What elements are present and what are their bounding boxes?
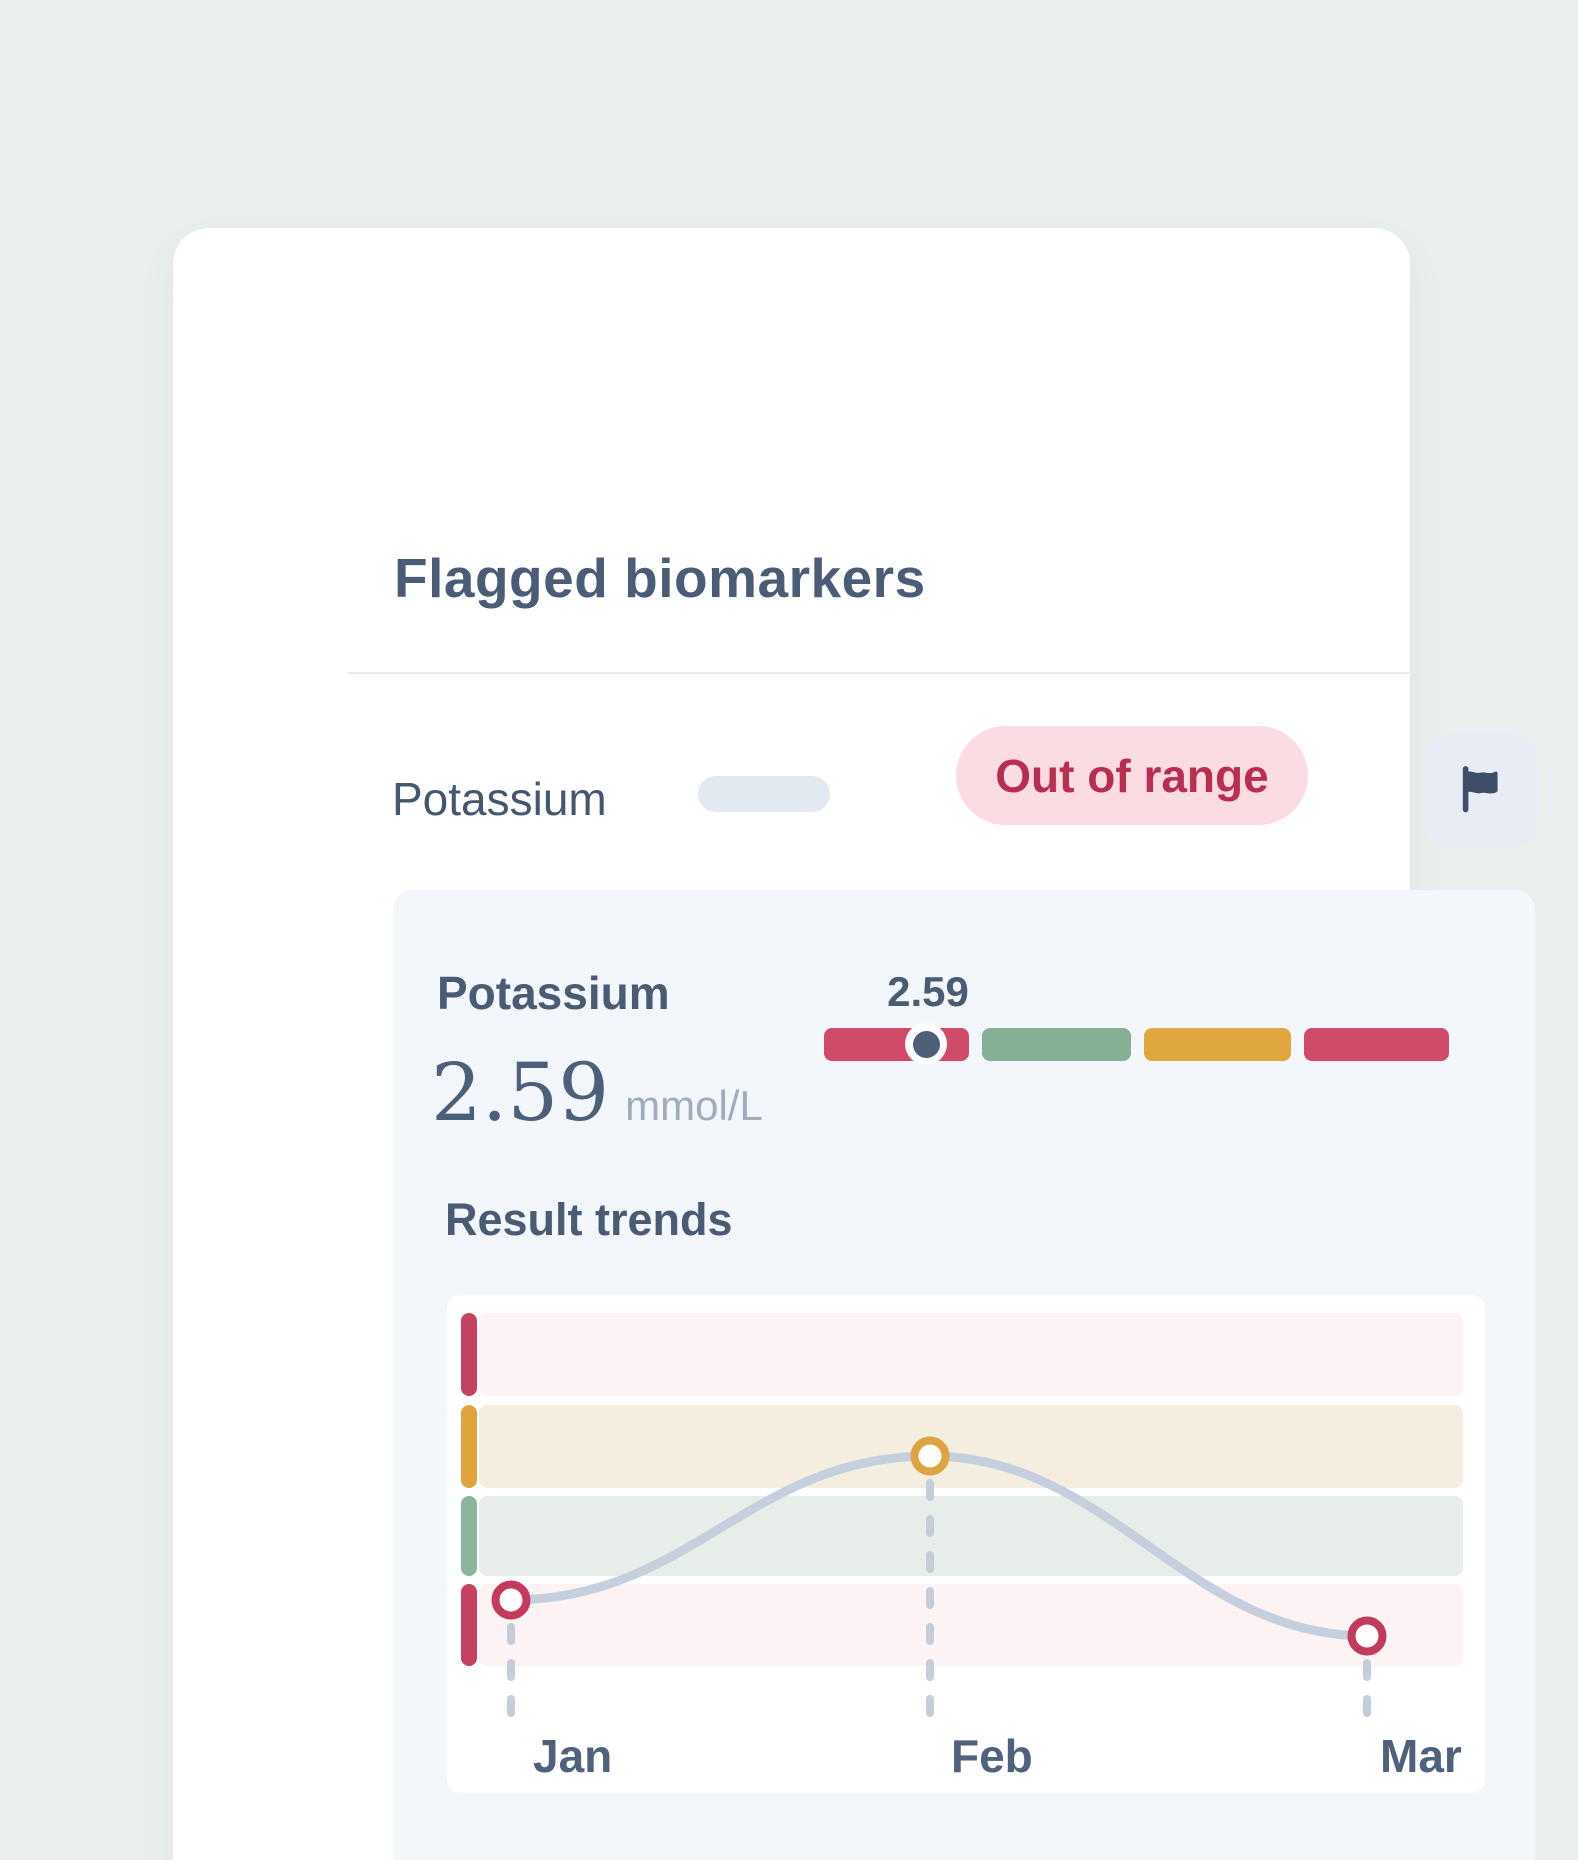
range-segment-high-red	[1304, 1028, 1449, 1061]
result-trends-heading: Result trends	[445, 1194, 733, 1245]
range-marker-value: 2.59	[887, 968, 969, 1015]
zone-marker-normal	[461, 1496, 477, 1576]
range-segment-normal-green	[982, 1028, 1131, 1061]
detail-biomarker-name: Potassium	[437, 967, 670, 1019]
zone-marker-high	[461, 1405, 477, 1488]
header-divider	[347, 672, 1578, 674]
zone-marker-high-critical	[461, 1313, 477, 1396]
range-segment-low-red	[824, 1028, 969, 1061]
current-value-unit: mmol/L	[625, 1082, 763, 1129]
current-value-marker	[905, 1023, 947, 1065]
page-title: Flagged biomarkers	[394, 547, 926, 609]
zone-band-normal	[479, 1496, 1463, 1576]
biomarker-name: Potassium	[392, 773, 607, 825]
flag-button[interactable]	[1423, 733, 1538, 848]
status-badge-label: Out of range	[995, 749, 1269, 802]
current-value: 2.59	[431, 1046, 610, 1139]
zone-marker-low-critical	[461, 1584, 477, 1666]
range-segment-high-amber	[1144, 1028, 1291, 1061]
zone-band-high-critical	[479, 1313, 1463, 1396]
current-value-line: 2.59 mmol/L	[431, 1046, 763, 1139]
jan-data-point	[491, 1580, 531, 1620]
current-value-marker-dot	[912, 1030, 940, 1058]
trend-line	[506, 1451, 1372, 1641]
x-axis-label-mar: Mar	[1380, 1730, 1462, 1782]
x-axis-label-feb: Feb	[951, 1730, 1033, 1782]
feb-data-point	[910, 1436, 950, 1476]
zone-band-high	[479, 1405, 1463, 1488]
status-badge: Out of range	[956, 726, 1308, 825]
x-axis-label-jan: Jan	[533, 1730, 613, 1782]
trend-line-plot	[491, 1436, 1387, 1739]
flag-icon	[1453, 761, 1509, 820]
flagged-biomarkers-card: Flagged biomarkers Potassium Out of rang…	[173, 228, 1578, 1860]
mar-data-point	[1347, 1616, 1387, 1656]
loading-pill	[698, 776, 830, 812]
